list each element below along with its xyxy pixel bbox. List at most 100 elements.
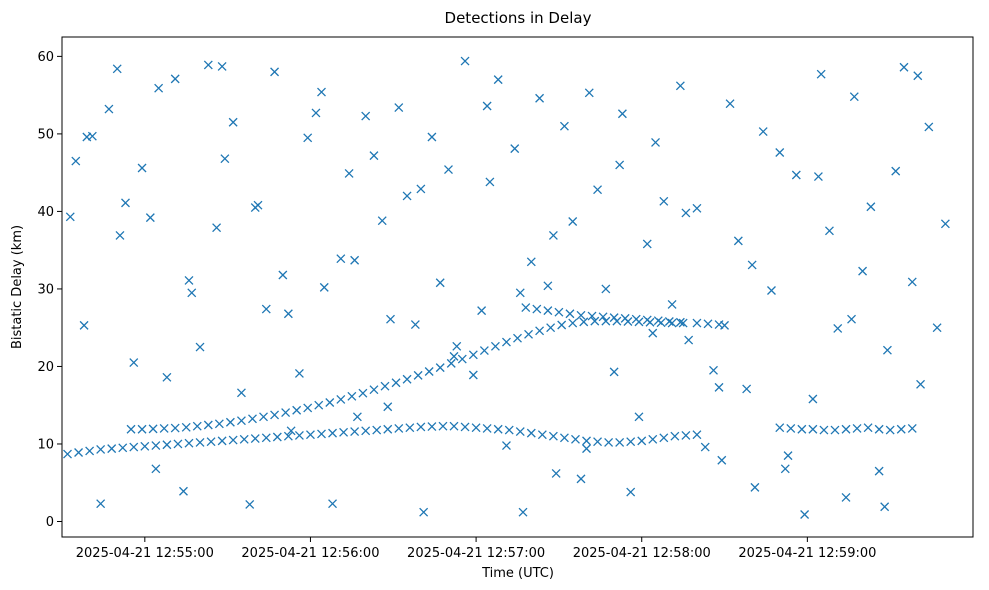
data-point [482, 101, 492, 111]
data-point [96, 499, 106, 509]
data-point [283, 431, 293, 441]
data-point [170, 74, 180, 84]
data-point [648, 328, 658, 338]
data-point [137, 163, 147, 173]
data-point [526, 428, 536, 438]
data-point [648, 434, 658, 444]
data-point [294, 368, 304, 378]
data-point [678, 318, 688, 328]
data-point [419, 507, 429, 517]
data-point [479, 346, 489, 356]
data-point [145, 213, 155, 223]
x-tick-label: 2025-04-21 12:56:00 [241, 546, 379, 561]
data-point [405, 423, 415, 433]
data-point [424, 367, 434, 376]
y-axis-label: Bistatic Delay (km) [10, 225, 25, 349]
data-point [535, 93, 545, 103]
data-point [626, 487, 636, 497]
data-point [179, 486, 188, 496]
data-point [457, 354, 467, 364]
data-point [808, 424, 818, 434]
data-point [546, 323, 556, 333]
data-point [305, 430, 315, 440]
data-point [940, 219, 950, 229]
data-point [797, 424, 807, 434]
data-point [775, 148, 785, 157]
data-point [336, 394, 346, 404]
data-point [278, 270, 288, 280]
data-point [642, 239, 652, 249]
data-point [532, 304, 542, 314]
data-point [286, 426, 296, 436]
data-point [339, 427, 349, 437]
data-point [767, 286, 776, 295]
data-point [159, 424, 169, 433]
x-tick-label: 2025-04-21 12:58:00 [573, 546, 711, 561]
data-point [554, 307, 564, 317]
data-point [471, 423, 481, 433]
x-axis-label: Time (UTC) [481, 566, 554, 581]
data-point [615, 437, 625, 447]
data-point [402, 191, 412, 201]
data-point [225, 417, 235, 427]
data-point [118, 443, 128, 453]
data-point [515, 427, 525, 437]
data-point [932, 323, 942, 333]
data-point [896, 424, 906, 434]
y-tick-label: 30 [37, 282, 54, 297]
data-point [270, 410, 280, 420]
data-point [700, 442, 710, 452]
data-point [261, 433, 271, 443]
data-point [874, 424, 884, 434]
data-point [446, 358, 456, 368]
data-point [96, 444, 106, 454]
data-point [833, 324, 843, 333]
data-point [460, 422, 470, 432]
data-point [187, 288, 197, 298]
data-point [557, 320, 567, 330]
data-point [192, 421, 202, 431]
data-point [604, 437, 614, 447]
y-tick-label: 40 [37, 205, 54, 220]
data-point [717, 455, 727, 465]
data-point [786, 424, 796, 433]
data-point [681, 208, 691, 218]
data-point [642, 315, 652, 325]
data-point [493, 424, 503, 434]
data-point [236, 416, 246, 426]
data-point [758, 127, 768, 137]
data-point [880, 502, 890, 512]
data-point [816, 69, 826, 79]
data-point [203, 420, 213, 430]
data-point [112, 64, 122, 74]
data-point [847, 314, 856, 324]
data-point [601, 316, 611, 326]
data-point [303, 133, 313, 143]
data-point [206, 437, 216, 447]
data-point [513, 333, 522, 343]
data-point [449, 421, 459, 431]
data-point [416, 422, 426, 432]
data-point [468, 370, 478, 380]
data-point [328, 428, 337, 438]
data-point [151, 464, 161, 474]
data-point [651, 137, 660, 147]
data-point [501, 441, 511, 450]
data-point [485, 177, 495, 187]
data-point [74, 448, 84, 457]
data-point [386, 314, 395, 324]
data-point [195, 342, 205, 352]
data-point [228, 117, 238, 127]
data-point [328, 499, 337, 509]
data-point [311, 108, 321, 118]
data-point [675, 81, 685, 91]
x-tick-label: 2025-04-21 12:59:00 [738, 546, 876, 561]
data-point [524, 329, 534, 339]
data-point [79, 320, 89, 330]
data-point [830, 425, 840, 435]
data-point [137, 424, 147, 434]
data-point [347, 391, 357, 401]
data-point [609, 367, 619, 377]
data-point [631, 314, 641, 324]
